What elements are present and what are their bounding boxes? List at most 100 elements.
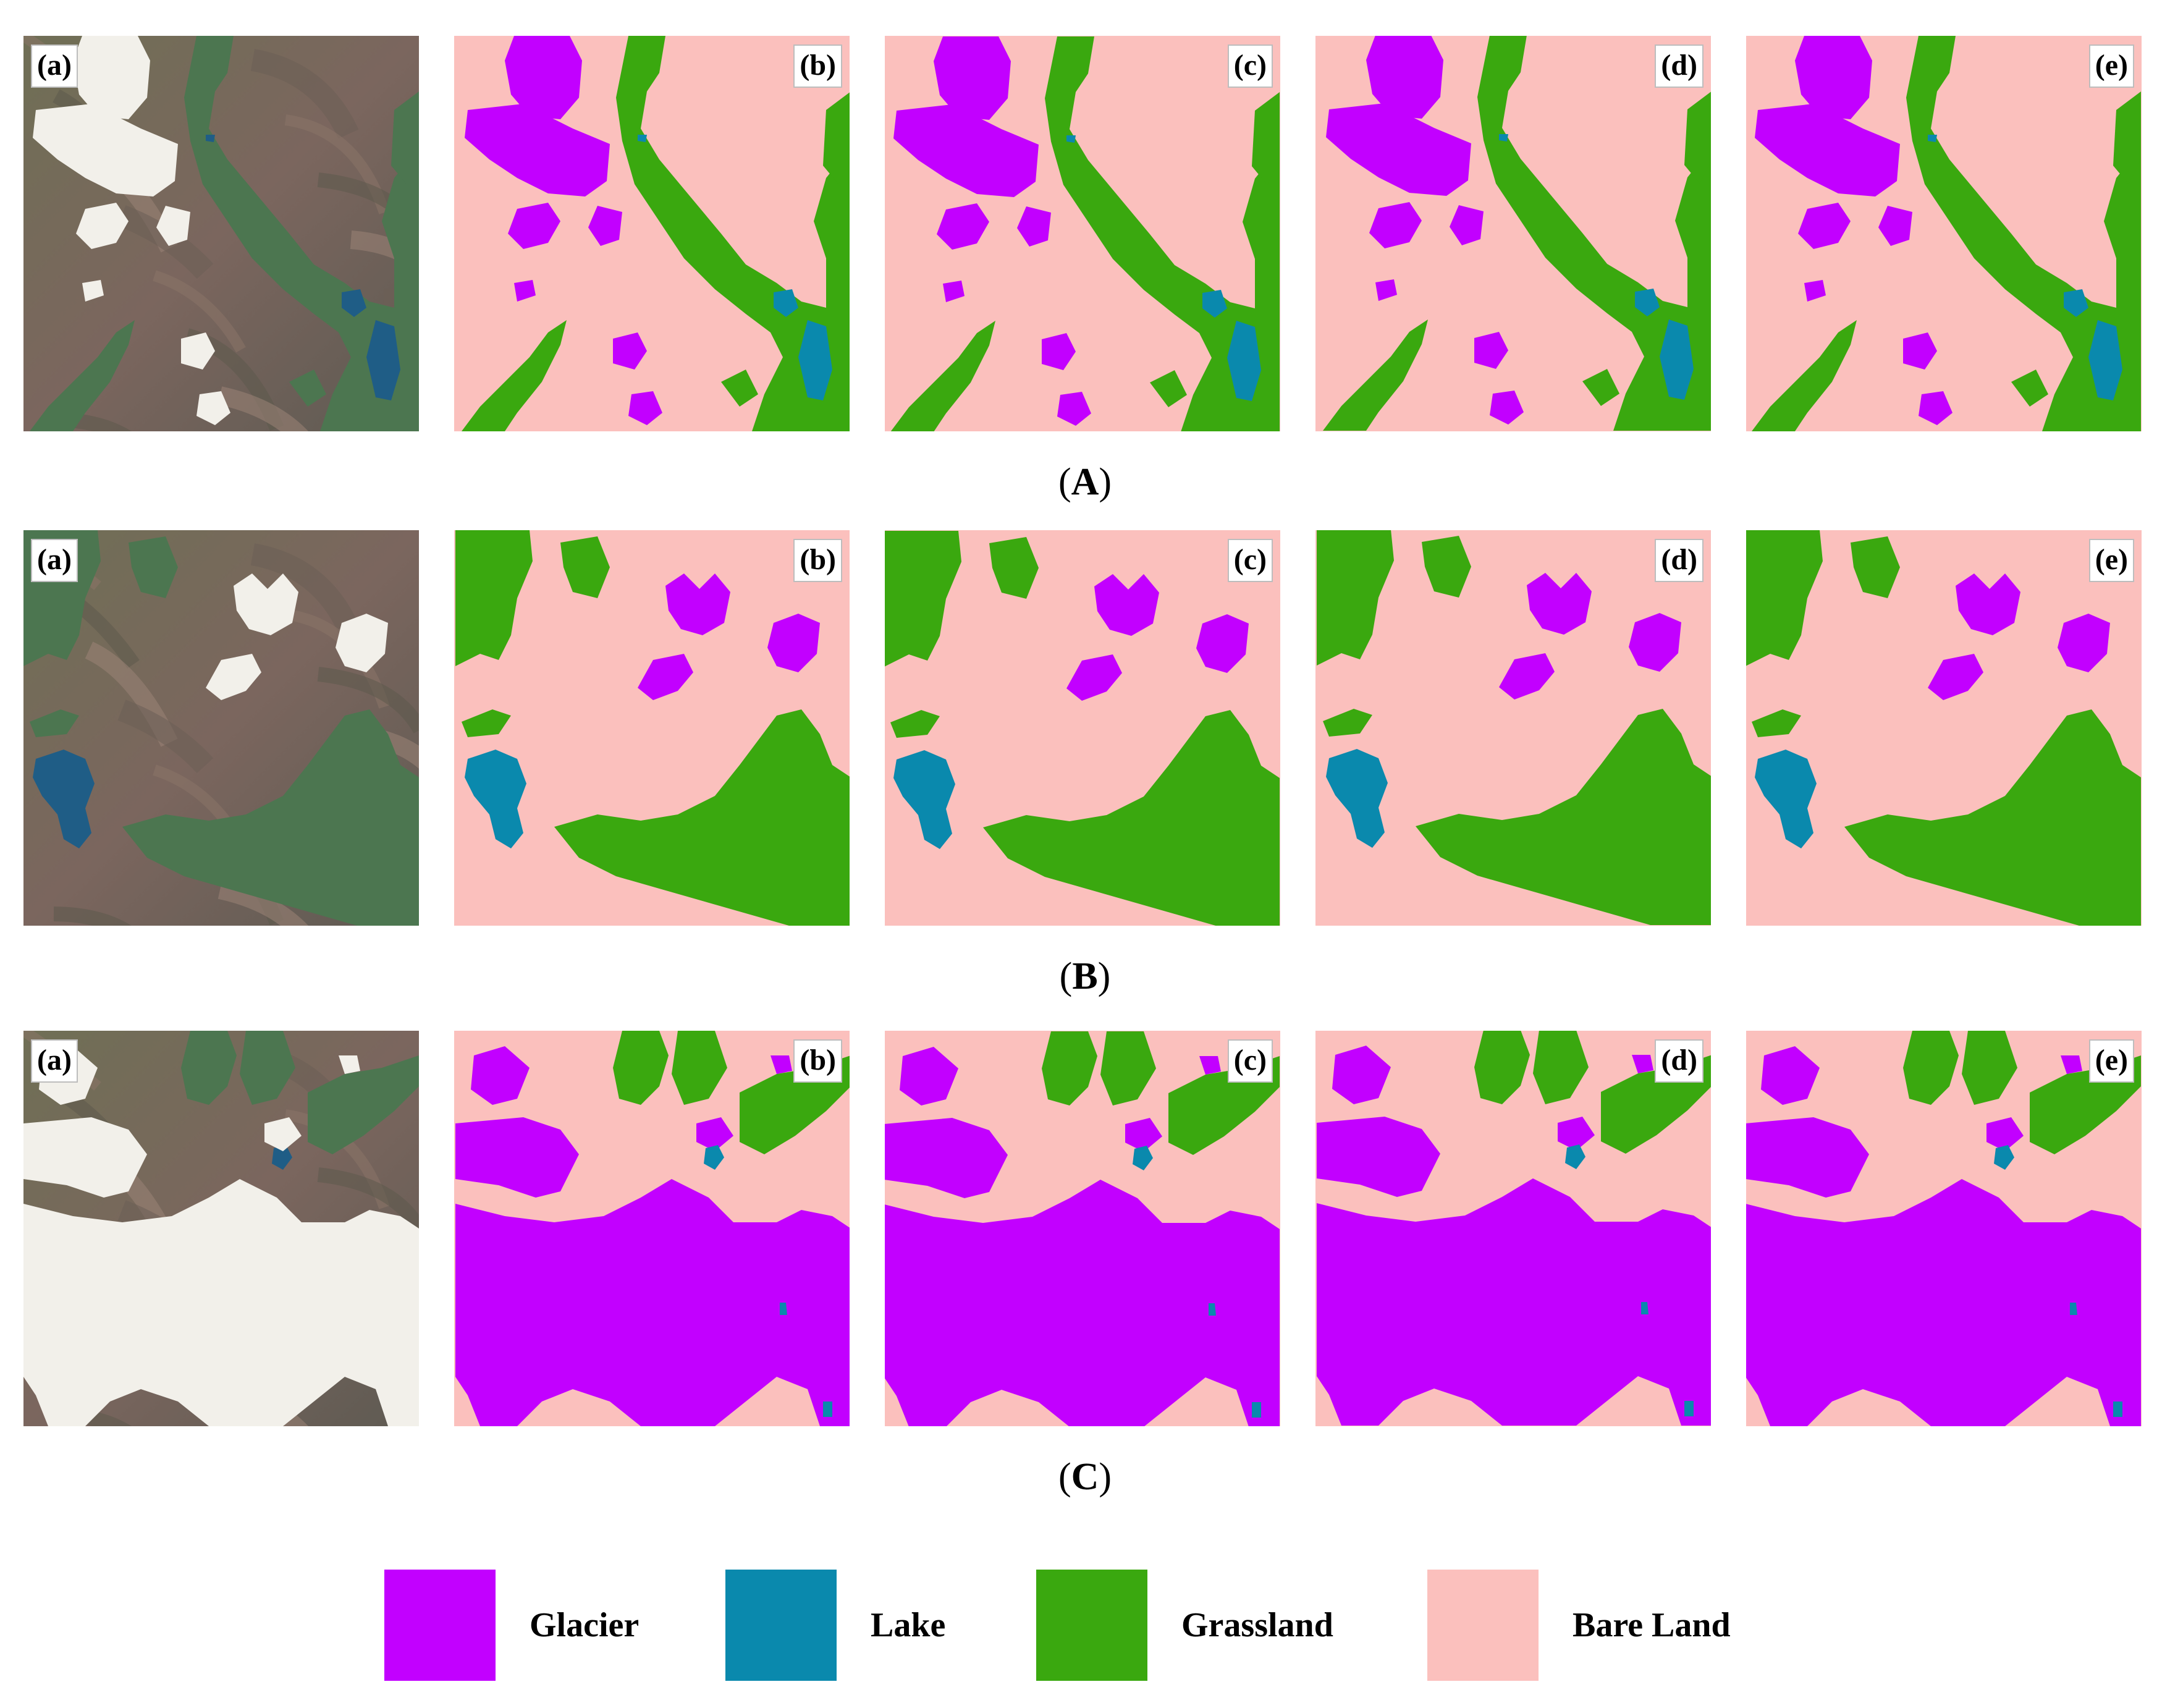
- glacier-area: [1057, 392, 1091, 426]
- glacier-area: [613, 332, 647, 370]
- legend-label: Bare Land: [1573, 1606, 1731, 1644]
- row-caption: (C): [0, 1455, 2170, 1499]
- lake-area: [1755, 750, 1817, 848]
- glacier-area: [937, 203, 989, 250]
- lake-area: [798, 320, 832, 400]
- glacier-area: [1196, 614, 1249, 673]
- classification-map: [1315, 530, 1711, 926]
- satellite-image: [23, 36, 419, 431]
- glacier-area: [1804, 280, 1826, 302]
- snow-ice-area: [196, 391, 230, 425]
- grassland-area: [672, 1031, 727, 1105]
- grassland-area: [1962, 1031, 2017, 1105]
- grassland-area: [1903, 1031, 1959, 1105]
- grassland-area: [721, 370, 758, 407]
- satellite-image-panel: (a): [23, 1031, 419, 1426]
- glacier-area: [1199, 1056, 1221, 1075]
- glacier-area: [2058, 614, 2110, 672]
- grassland-area: [1416, 709, 1711, 925]
- glacier-area: [665, 573, 730, 635]
- glacier-area: [885, 1180, 1280, 1426]
- glacier-area: [455, 1117, 579, 1198]
- glacier-area: [471, 1046, 530, 1105]
- lake-area: [1499, 134, 1508, 142]
- classification-map: [885, 530, 1280, 926]
- glacier-area: [1629, 613, 1681, 672]
- water-body: [33, 750, 95, 848]
- satellite-image: [23, 530, 419, 926]
- grassland-area: [1422, 536, 1471, 598]
- glacier-area: [638, 654, 693, 700]
- panel-label: (d): [1655, 44, 1703, 88]
- grassland-area: [1752, 709, 1801, 737]
- classification-map-panel: (e): [1746, 36, 2142, 431]
- glacier-area: [1042, 333, 1076, 370]
- glacier-area: [1928, 654, 1983, 700]
- lake-area: [1641, 1302, 1649, 1314]
- satellite-image-panel: (a): [23, 530, 419, 926]
- glacier-area: [508, 203, 560, 249]
- glacier-area: [505, 36, 582, 119]
- glacier-area: [1317, 1117, 1440, 1197]
- classification-map-panel: (b): [454, 36, 850, 431]
- panel-label: (a): [31, 44, 78, 88]
- vegetation-area: [240, 1031, 295, 1105]
- glacier-area: [465, 104, 610, 197]
- classification-map-panel: (b): [454, 1031, 850, 1426]
- lake-area: [1066, 135, 1076, 143]
- snow-ice-area: [336, 614, 388, 672]
- vegetation-area: [184, 36, 419, 431]
- lake-area: [2113, 1401, 2122, 1417]
- legend-label: Glacier: [530, 1606, 640, 1644]
- grassland-area: [2113, 91, 2141, 184]
- terrain-ridge: [53, 907, 132, 926]
- legend-swatch: [1427, 1570, 1539, 1681]
- glacier-area: [770, 1055, 792, 1074]
- glacier-area: [1375, 279, 1397, 301]
- caption-letter: C: [1071, 1456, 1099, 1498]
- terrain-ridge: [317, 667, 419, 734]
- satellite-image: [23, 1031, 419, 1426]
- glacier-area: [514, 280, 536, 302]
- classification-map: [885, 36, 1280, 431]
- legend-label: Grassland: [1181, 1606, 1333, 1644]
- snow-ice-area: [234, 573, 298, 635]
- classification-map-panel: (d): [1315, 1031, 1711, 1426]
- legend: Glacier Lake Grassland Bare Land: [0, 1570, 2170, 1687]
- grassland-area: [823, 92, 850, 184]
- legend-swatch: [384, 1570, 496, 1681]
- terrain-ridge: [217, 881, 308, 926]
- vegetation-area: [122, 709, 419, 926]
- lake-area: [1660, 319, 1694, 400]
- classification-map: [1746, 1031, 2142, 1426]
- lake-area: [1209, 1303, 1216, 1316]
- classification-map: [454, 1031, 850, 1426]
- lake-area: [638, 135, 647, 142]
- classification-map-panel: (c): [885, 36, 1280, 431]
- grassland-area: [613, 1031, 669, 1105]
- snow-ice-area: [264, 1117, 302, 1151]
- glacier-area: [1317, 1178, 1711, 1426]
- grassland-area: [1323, 319, 1428, 431]
- glacier-area: [1746, 1179, 2141, 1426]
- lake-area: [1635, 289, 1660, 316]
- grassland-area: [1150, 370, 1187, 407]
- water-body: [272, 1145, 292, 1170]
- vegetation-area: [391, 91, 419, 184]
- glacier-area: [1878, 206, 1912, 246]
- snow-ice-area: [339, 1055, 360, 1074]
- glacier-area: [943, 281, 965, 302]
- glacier-area: [900, 1047, 958, 1106]
- terrain-ridge: [317, 1167, 419, 1235]
- glacier-area: [1474, 332, 1508, 369]
- grassland-area: [1045, 36, 1280, 431]
- caption-open-paren: (: [1059, 955, 1073, 997]
- glacier-area: [455, 1179, 850, 1426]
- grassland-area: [1252, 92, 1280, 185]
- legend-swatch: [1036, 1570, 1147, 1681]
- glacier-area: [1017, 206, 1051, 247]
- grassland-area: [1042, 1031, 1097, 1106]
- lake-area: [2088, 320, 2122, 400]
- classification-map-panel: (e): [1746, 530, 2142, 926]
